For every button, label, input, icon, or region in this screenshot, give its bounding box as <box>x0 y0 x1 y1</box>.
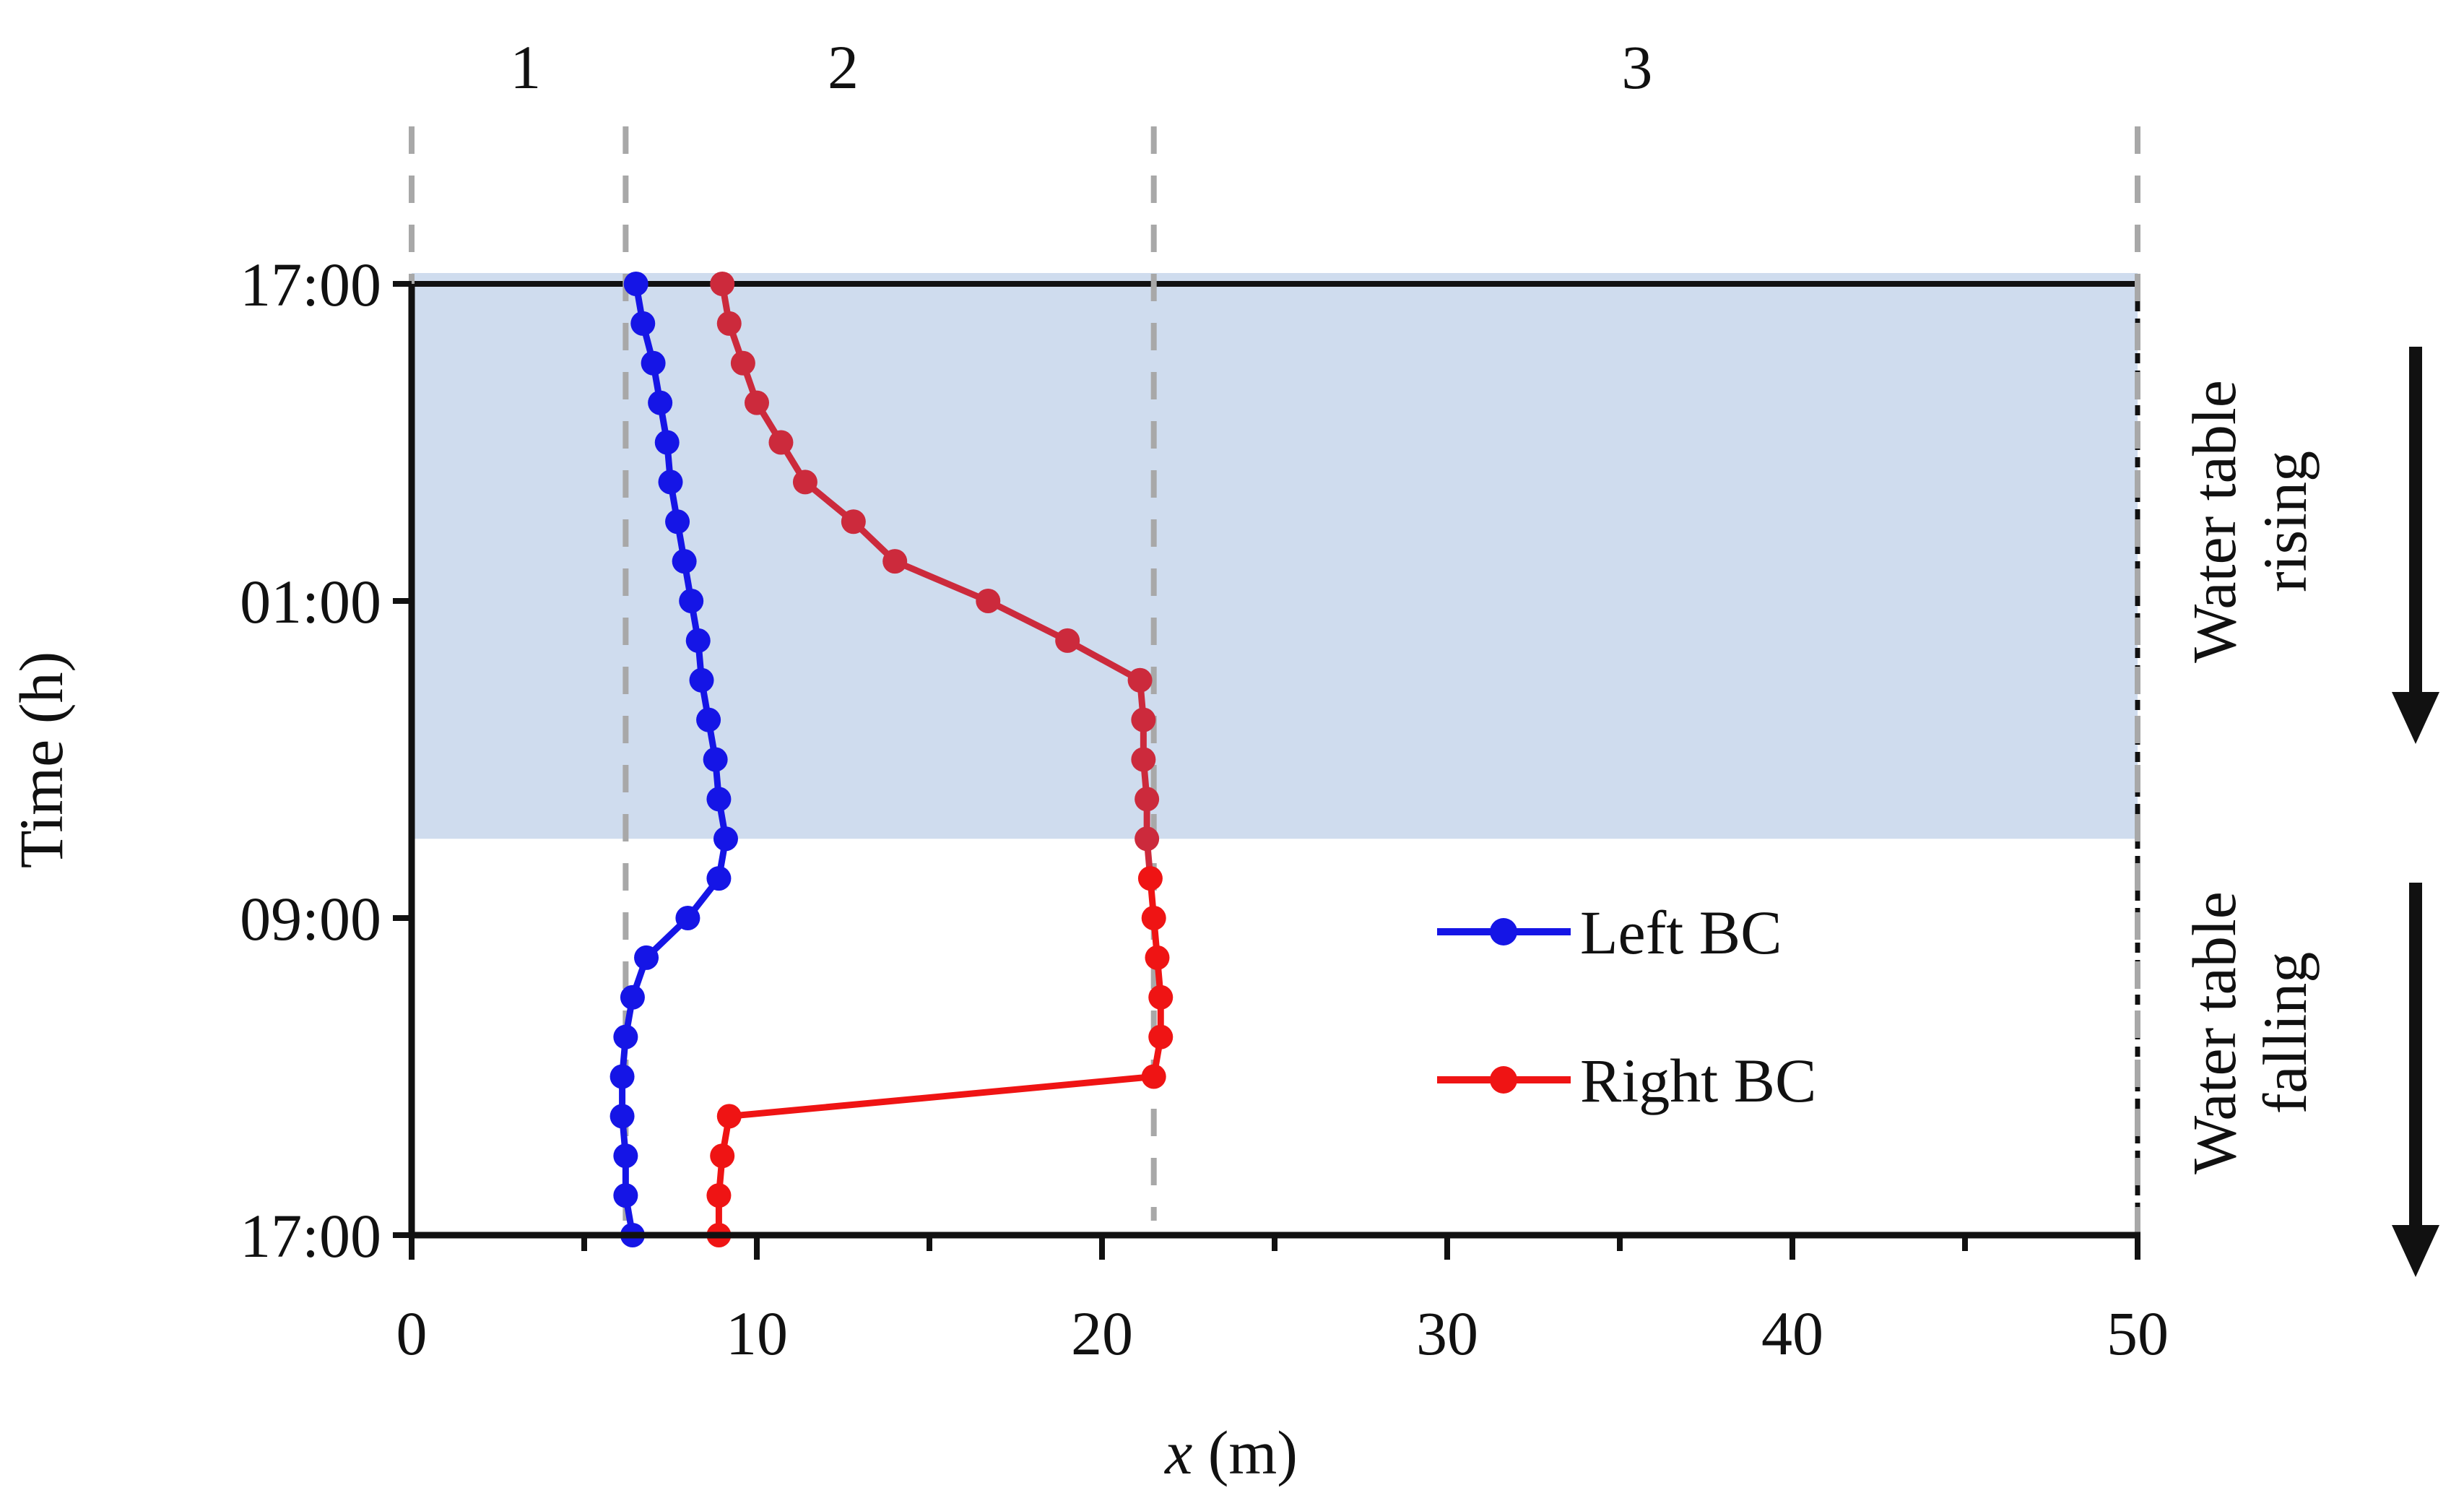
down-arrow-icon <box>2392 1225 2439 1277</box>
left-bc-point <box>706 866 732 891</box>
legend-swatch-marker <box>1490 1066 1517 1094</box>
right-bc-point <box>768 430 794 455</box>
zone-label: 1 <box>510 33 541 102</box>
left-bc-point <box>654 430 680 455</box>
legend-swatch-marker <box>1490 918 1517 945</box>
right-bc-point <box>1141 906 1166 930</box>
right-bc-point <box>1141 1064 1166 1089</box>
x-tick-label: 40 <box>1761 1299 1823 1368</box>
left-bc-point <box>689 667 714 693</box>
left-bc-point <box>613 1024 638 1050</box>
left-bc-point <box>679 589 704 613</box>
x-tick-label: 20 <box>1071 1299 1133 1368</box>
y-axis-title: Time (h) <box>6 652 76 868</box>
right-bc-point <box>1055 628 1080 653</box>
x-tick-label: 50 <box>2107 1299 2169 1368</box>
rising-period-band <box>412 273 2138 839</box>
left-bc-point <box>675 906 700 930</box>
left-bc-point <box>685 628 711 653</box>
x-axis-title: x (m) <box>1163 1418 1298 1487</box>
right-bc-point <box>882 549 908 574</box>
right-bc-point <box>1135 787 1160 812</box>
left-bc-point <box>706 787 732 812</box>
zone-label: 3 <box>1621 33 1652 102</box>
y-tick-label: 17:00 <box>240 250 381 319</box>
right-bc-point <box>1131 707 1156 732</box>
legend: Left BC Right BC <box>1437 898 1816 1115</box>
right-bc-point <box>730 350 755 376</box>
x-tick-label: 10 <box>726 1299 788 1368</box>
right-bc-segment <box>1064 637 1144 684</box>
zone-label: 2 <box>828 33 859 102</box>
right-bc-point <box>976 589 1001 613</box>
x-tick-label: 30 <box>1416 1299 1478 1368</box>
left-bc-point <box>703 747 728 772</box>
series-layer <box>610 272 1174 1247</box>
axis-layer: 0 10 20 30 40 50 17:00 01:00 09:00 17:00 <box>240 250 2169 1368</box>
zone-labels-layer: 1 2 3 <box>510 33 1652 102</box>
legend-label: Left BC <box>1580 898 1782 967</box>
right-bc-point <box>1148 1024 1174 1050</box>
left-bc-point <box>665 509 690 535</box>
right-bc-point <box>1148 984 1174 1010</box>
right-bc-point <box>745 390 769 415</box>
left-bc-point <box>623 272 648 296</box>
left-bc-point <box>610 1064 635 1089</box>
right-bc-segment <box>891 558 992 605</box>
y-tick-label: 09:00 <box>240 884 381 953</box>
y-tick-label: 17:00 <box>240 1201 381 1271</box>
right-bc-segment <box>984 597 1071 644</box>
right-bc-segment <box>726 1073 1158 1120</box>
left-bc-point <box>610 1104 635 1129</box>
left-bc-point <box>713 826 738 852</box>
right-bc-point <box>841 509 866 535</box>
side-label-line1: Water table <box>2179 891 2249 1174</box>
left-bc-point <box>620 984 645 1010</box>
side-label-line2: falling <box>2250 952 2320 1115</box>
down-arrow-icon <box>2392 692 2439 744</box>
right-bc-point <box>710 272 735 296</box>
right-bc-point <box>792 469 817 495</box>
side-label: Water tablefalling <box>2179 891 2320 1174</box>
x-axis-variable: x <box>1163 1418 1192 1487</box>
legend-label: Right BC <box>1580 1046 1816 1115</box>
right-bc-point <box>716 311 742 336</box>
side-label-line2: rising <box>2250 451 2320 592</box>
left-bc-point <box>634 945 659 970</box>
right-bc-point <box>1131 747 1156 772</box>
side-label-line1: Water table <box>2179 380 2249 663</box>
right-bc-point <box>710 1143 735 1169</box>
right-bc-point <box>1127 667 1153 693</box>
left-bc-point <box>641 350 666 376</box>
left-bc-point <box>672 549 697 574</box>
rising-period-band-layer <box>412 273 2138 839</box>
left-bc-point <box>658 469 683 495</box>
x-axis-unit: (m) <box>1208 1418 1298 1487</box>
right-bc-point <box>706 1183 732 1208</box>
x-tick-label: 0 <box>396 1299 428 1368</box>
left-bc-point <box>630 311 656 336</box>
side-label: Water tablerising <box>2179 380 2320 663</box>
y-tick-label: 01:00 <box>240 567 381 636</box>
right-bc-point <box>716 1104 742 1129</box>
right-bc-point <box>1135 826 1160 852</box>
right-bc-point <box>1145 945 1170 970</box>
left-bc-point <box>696 707 721 732</box>
left-bc-point <box>613 1143 638 1169</box>
left-bc-point <box>648 390 673 415</box>
left-bc-point <box>613 1183 638 1208</box>
right-bc-point <box>1137 866 1163 891</box>
